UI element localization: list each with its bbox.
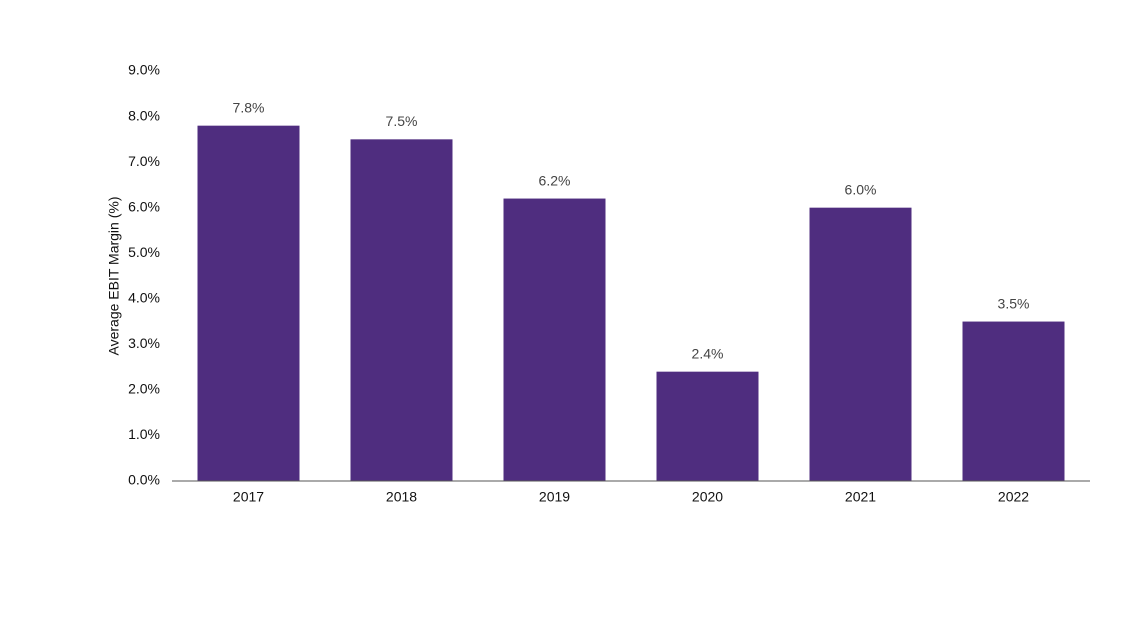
- bar: [656, 371, 759, 481]
- x-tick-label: 2018: [386, 489, 417, 505]
- y-axis-label: Average EBIT Margin (%): [106, 197, 122, 356]
- value-label: 2.4%: [692, 345, 724, 361]
- x-tick-label: 2022: [998, 489, 1029, 505]
- bar: [809, 207, 912, 481]
- value-label: 7.8%: [233, 99, 265, 115]
- value-label: 3.5%: [998, 295, 1030, 311]
- bar: [350, 139, 453, 482]
- y-tick-label: 1.0%: [128, 426, 160, 442]
- bar: [503, 198, 606, 482]
- value-label: 7.5%: [386, 113, 418, 129]
- y-tick-label: 9.0%: [128, 62, 160, 78]
- y-tick-label: 8.0%: [128, 107, 160, 123]
- value-label: 6.2%: [539, 172, 571, 188]
- y-tick-label: 4.0%: [128, 289, 160, 305]
- y-tick-label: 2.0%: [128, 381, 160, 397]
- y-tick-label: 0.0%: [128, 472, 160, 488]
- y-tick-label: 7.0%: [128, 153, 160, 169]
- y-tick-label: 3.0%: [128, 335, 160, 351]
- x-tick-label: 2017: [233, 489, 264, 505]
- bar: [962, 321, 1065, 481]
- y-tick-label: 5.0%: [128, 244, 160, 260]
- y-tick-label: 6.0%: [128, 198, 160, 214]
- x-tick-label: 2021: [845, 489, 876, 505]
- x-tick-label: 2019: [539, 489, 570, 505]
- bar: [197, 125, 300, 482]
- value-label: 6.0%: [845, 181, 877, 197]
- x-tick-label: 2020: [692, 489, 723, 505]
